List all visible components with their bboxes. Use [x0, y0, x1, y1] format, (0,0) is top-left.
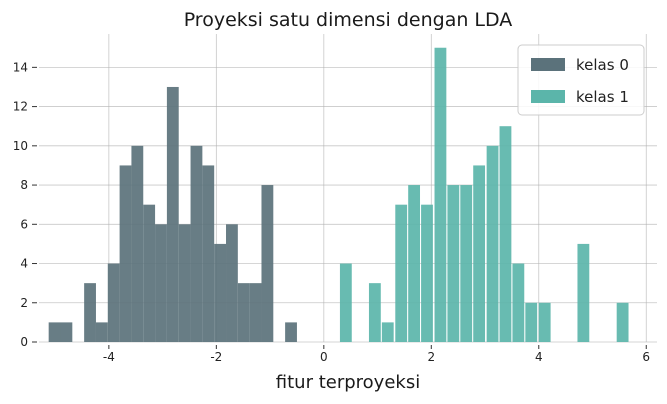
y-tick-label: 0	[20, 335, 28, 349]
legend: kelas 0 kelas 1	[517, 44, 645, 116]
histogram-bar-kelas-0	[214, 243, 227, 342]
histogram-bar-kelas-0	[107, 263, 120, 342]
histogram-bars	[48, 47, 629, 342]
histogram-bar-kelas-1	[447, 185, 460, 342]
chart-title: Proyeksi satu dimensi dengan LDA	[184, 9, 513, 31]
histogram-bar-kelas-1	[434, 47, 447, 342]
y-tick-label: 2	[20, 296, 28, 310]
histogram-bar-kelas-0	[84, 283, 96, 342]
x-tick-label: 4	[535, 350, 543, 364]
x-tick-label: 0	[320, 350, 328, 364]
x-tick-label: -4	[103, 350, 115, 364]
histogram-bar-kelas-0	[190, 145, 203, 342]
histogram-bar-kelas-0	[131, 145, 144, 342]
histogram-bar-kelas-0	[237, 283, 250, 342]
histogram-bar-kelas-0	[202, 165, 215, 342]
histogram-bar-kelas-0	[178, 224, 191, 342]
y-tick-label: 10	[13, 139, 28, 153]
y-tick-label: 12	[13, 100, 28, 114]
histogram-bar-kelas-1	[473, 165, 486, 342]
histogram-bar-kelas-1	[577, 243, 590, 342]
histogram-bar-kelas-1	[460, 185, 473, 342]
histogram-bar-kelas-0	[143, 204, 156, 342]
histogram-bar-kelas-1	[538, 302, 551, 342]
histogram-bar-kelas-0	[226, 224, 238, 342]
legend-label-kelas-0: kelas 0	[576, 56, 629, 74]
histogram-bar-kelas-0	[249, 283, 262, 342]
x-axis-ticks: -4 -2 0 2 4 6	[103, 345, 650, 364]
y-tick-label: 4	[20, 257, 28, 271]
legend-swatch-kelas-0	[531, 58, 565, 71]
histogram-bar-kelas-1	[616, 302, 629, 342]
histogram-bar-kelas-0	[95, 322, 108, 342]
histogram-bar-kelas-1	[525, 302, 538, 342]
histogram-bar-kelas-1	[368, 283, 381, 342]
histogram-bar-kelas-1	[486, 145, 499, 342]
legend-swatch-kelas-1	[531, 90, 565, 103]
x-axis-label: fitur terproyeksi	[276, 372, 420, 393]
histogram-bar-kelas-1	[421, 204, 433, 342]
legend-label-kelas-1: kelas 1	[576, 88, 629, 106]
y-axis-ticks: 0 2 4 6 8 10 12 14	[13, 60, 37, 349]
histogram-bar-kelas-1	[512, 263, 525, 342]
histogram-bar-kelas-0	[48, 322, 61, 342]
histogram-bar-kelas-0	[166, 86, 179, 342]
x-tick-label: 6	[642, 350, 650, 364]
histogram-bar-kelas-1	[339, 263, 352, 342]
y-tick-label: 6	[20, 217, 28, 231]
y-tick-label: 8	[20, 178, 28, 192]
histogram-bar-kelas-1	[499, 126, 512, 342]
histogram-bar-kelas-1	[381, 322, 394, 342]
histogram-bar-kelas-0	[285, 322, 297, 342]
histogram-bar-kelas-1	[395, 204, 408, 342]
histogram-bar-kelas-0	[60, 322, 73, 342]
x-tick-label: 2	[427, 350, 435, 364]
histogram-bar-kelas-0	[155, 224, 167, 342]
histogram-bar-kelas-1	[408, 185, 421, 342]
x-tick-label: -2	[210, 350, 222, 364]
histogram-bar-kelas-0	[261, 185, 274, 342]
y-tick-label: 14	[13, 60, 28, 74]
histogram-bar-kelas-0	[119, 165, 132, 342]
